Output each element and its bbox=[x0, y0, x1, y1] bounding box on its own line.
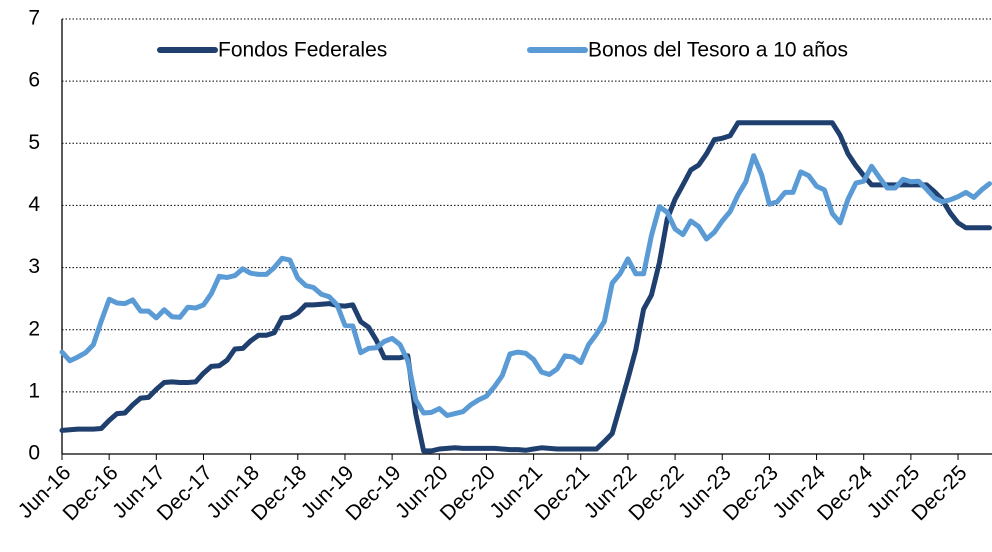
y-tick-label: 0 bbox=[28, 442, 40, 465]
y-tick-label: 5 bbox=[28, 131, 40, 154]
y-tick-label: 3 bbox=[28, 255, 40, 278]
y-tick-label: 7 bbox=[28, 7, 40, 30]
y-tick-label: 2 bbox=[28, 317, 40, 340]
y-tick-label: 4 bbox=[28, 193, 40, 216]
legend-label: Fondos Federales bbox=[218, 39, 387, 62]
y-tick-label: 1 bbox=[28, 379, 40, 402]
y-tick-label: 6 bbox=[28, 69, 40, 92]
legend-label: Bonos del Tesoro a 10 años bbox=[588, 39, 848, 62]
series-line bbox=[59, 153, 992, 418]
series-line bbox=[59, 120, 992, 454]
